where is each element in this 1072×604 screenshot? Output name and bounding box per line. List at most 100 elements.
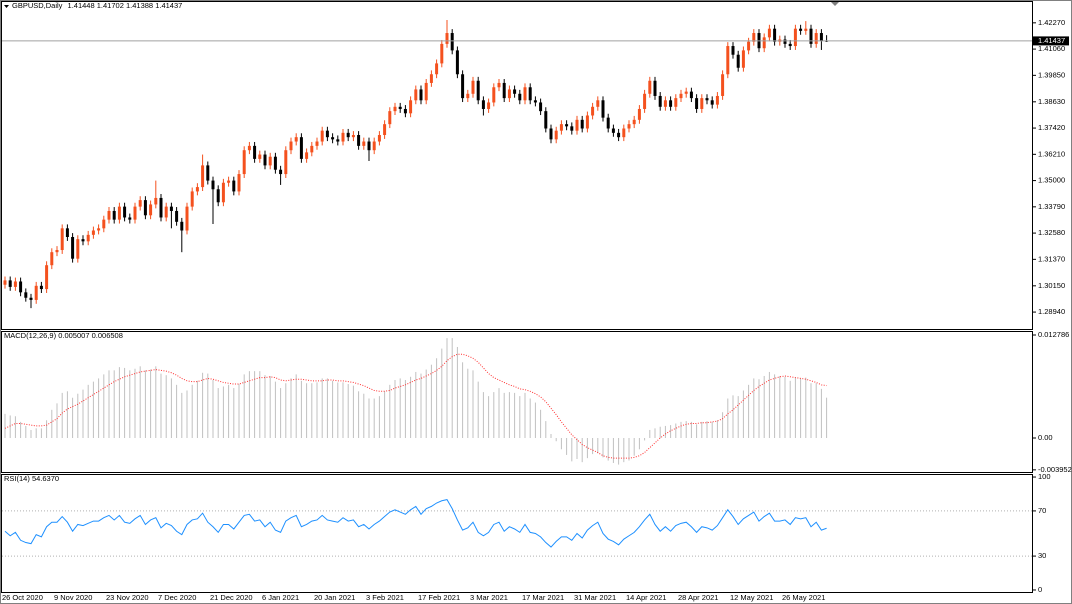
x-tick-label: 26 May 2021: [782, 593, 825, 602]
candle-body: [341, 132, 345, 142]
candle-body: [81, 239, 85, 242]
candle-body: [409, 100, 413, 114]
x-tick-label: 6 Jan 2021: [262, 593, 299, 602]
candle-body: [663, 100, 667, 107]
y-tick-label: 1.35000: [1038, 176, 1065, 185]
y-tick-label: 1.36210: [1038, 149, 1065, 158]
macd-readout: 0.005007: [58, 331, 89, 340]
y-tick-label: 30: [1038, 551, 1046, 560]
candle-body: [315, 141, 319, 146]
signal-readout: 0.006508: [92, 331, 123, 340]
y-tick-label: -0.003952: [1038, 465, 1072, 474]
candle-body: [788, 43, 792, 47]
candle-body: [679, 93, 683, 99]
x-tick-label: 7 Dec 2020: [158, 593, 196, 602]
x-tick-label: 12 May 2021: [730, 593, 773, 602]
candle-body: [487, 102, 491, 109]
candle-body: [549, 128, 553, 140]
symbol-header: GBPUSD,Daily 1.41448 1.41702 1.41388 1.4…: [12, 1, 182, 10]
candle-body: [653, 80, 657, 96]
current-price-box: [1033, 36, 1069, 46]
x-tick-label: 17 Feb 2021: [418, 593, 460, 602]
candle-body: [320, 130, 324, 142]
candle-body: [185, 206, 189, 231]
x-tick-label: 23 Nov 2020: [106, 593, 149, 602]
y-tick-label: 1.37420: [1038, 123, 1065, 132]
candle-body: [627, 124, 631, 129]
candle-body: [325, 130, 329, 138]
y-tick-label: 1.33790: [1038, 202, 1065, 211]
candle-body: [367, 141, 371, 151]
candle-body: [258, 154, 262, 159]
candle-body: [435, 63, 439, 75]
candle-body: [279, 169, 283, 175]
rsi-panel: [1, 474, 1033, 593]
y-tick-label: 1.39850: [1038, 70, 1065, 79]
menu-triangle[interactable]: [4, 5, 9, 8]
candle-body: [643, 93, 647, 109]
macd-title: MACD(12,26,9): [4, 331, 57, 340]
x-tick-label: 3 Mar 2021: [470, 593, 508, 602]
candle-body: [726, 46, 730, 75]
rsi-line: [4, 499, 827, 548]
candle-body: [112, 210, 116, 220]
x-tick-label: 14 Apr 2021: [626, 593, 666, 602]
candle-body: [362, 141, 366, 146]
candle-body: [91, 230, 95, 235]
y-tick-label: 1.32580: [1038, 228, 1065, 237]
candle-body: [814, 33, 818, 44]
candle-body: [601, 100, 605, 118]
x-tick-label: 9 Nov 2020: [54, 593, 92, 602]
candle-body: [767, 28, 771, 38]
candle-body: [3, 280, 7, 285]
candle-body: [658, 95, 662, 107]
candle-body: [554, 130, 558, 140]
current-price-label: 1.41437: [1038, 36, 1065, 45]
candle-body: [731, 46, 735, 55]
candle-body: [86, 234, 90, 242]
candle-body: [351, 135, 355, 138]
candle-body: [294, 137, 298, 142]
candle-body: [154, 197, 158, 205]
candle-body: [721, 74, 725, 96]
candle-body: [388, 111, 392, 125]
candle-body: [393, 106, 397, 112]
candle-body: [299, 137, 303, 159]
candle-body: [247, 145, 251, 151]
candle-body: [336, 139, 340, 142]
candle-body: [414, 89, 418, 101]
rsi-title: RSI(14): [4, 474, 30, 483]
candle-body: [455, 50, 459, 75]
candle-body: [377, 135, 381, 142]
candle-body: [55, 250, 59, 253]
candle-body: [310, 145, 314, 153]
y-tick-label: 1.30150: [1038, 281, 1065, 290]
candle-body: [403, 108, 407, 114]
candle-body: [383, 124, 387, 136]
y-tick-label: 0: [1038, 585, 1042, 594]
candle-body: [809, 28, 813, 44]
x-tick-label: 26 Oct 2020: [2, 593, 43, 602]
candle-body: [190, 191, 194, 207]
candle-body: [237, 174, 241, 192]
candle-body: [34, 285, 38, 300]
candle-body: [305, 152, 309, 159]
candle-body: [50, 252, 54, 266]
candle-body: [793, 28, 797, 47]
candle-body: [606, 117, 610, 129]
y-tick-label: 1.41060: [1038, 44, 1065, 53]
symbol-title: GBPUSD,Daily: [12, 1, 63, 10]
candle-body: [284, 150, 288, 175]
candle-body: [481, 100, 485, 109]
x-tick-label: 28 Apr 2021: [678, 593, 718, 602]
rsi-header: RSI(14) 54.6370: [4, 474, 59, 483]
candle-body: [107, 210, 111, 220]
shift-marker[interactable]: [831, 2, 839, 6]
candle-body: [799, 28, 803, 31]
candle-body: [715, 95, 719, 105]
candle-body: [273, 156, 277, 170]
candle-body: [227, 180, 231, 183]
candle-body: [398, 106, 402, 109]
candle-body: [669, 100, 673, 107]
candle-body: [752, 33, 756, 42]
